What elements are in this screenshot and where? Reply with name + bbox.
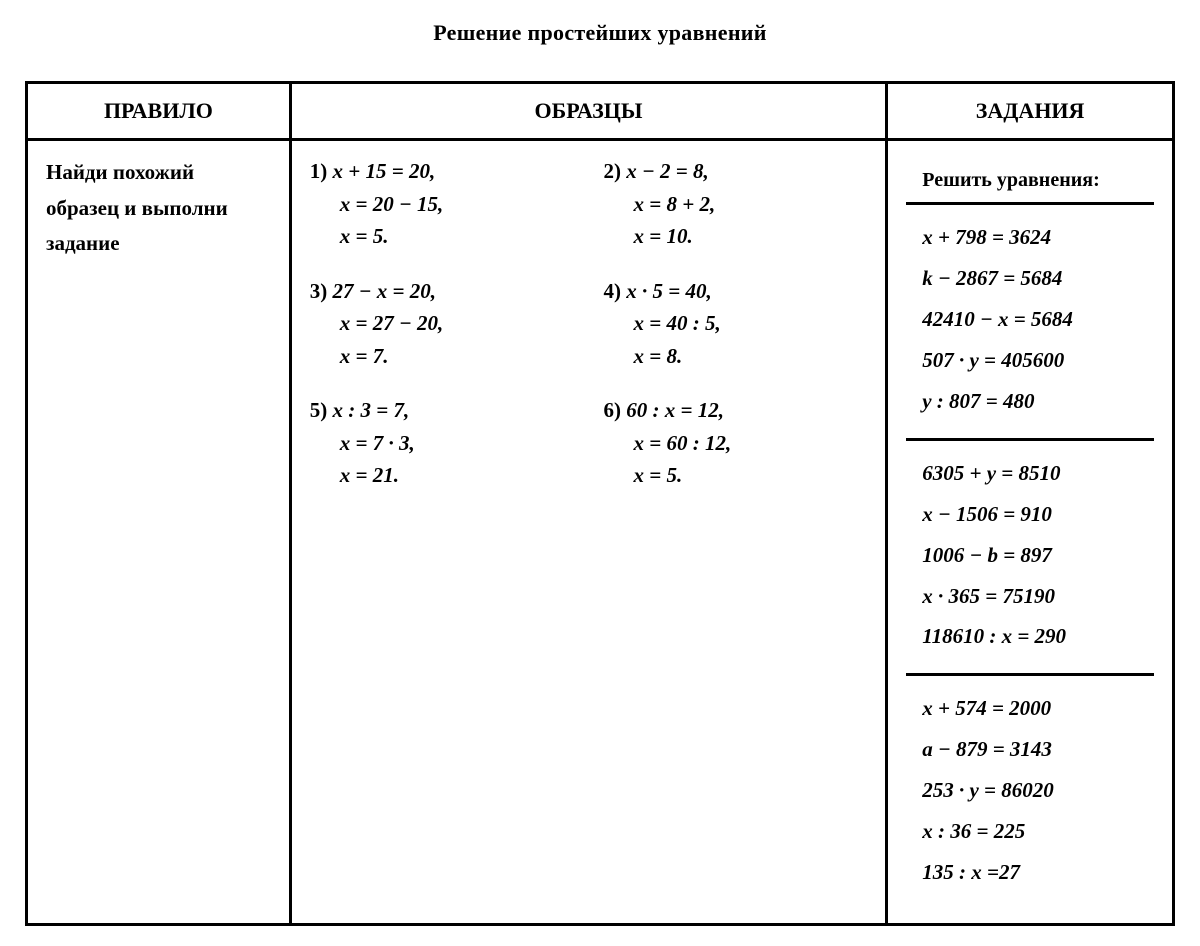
example-line: x + 15 = 20,: [333, 159, 436, 183]
example-line: x = 5.: [604, 459, 868, 492]
example-5: 5) x : 3 = 7, x = 7 · 3, x = 21.: [310, 394, 574, 492]
task-line: 135 : x =27: [922, 852, 1138, 893]
example-4: 4) x · 5 = 40, x = 40 : 5, x = 8.: [604, 275, 868, 373]
tasks-cell: Решить уравнения: x + 798 = 3624 k − 286…: [887, 140, 1174, 925]
task-line: 6305 + y = 8510: [922, 453, 1138, 494]
example-line: x = 7 · 3,: [310, 427, 574, 460]
tasks-header: Решить уравнения:: [906, 155, 1154, 202]
example-line: x = 60 : 12,: [604, 427, 868, 460]
example-num: 5): [310, 398, 328, 422]
rule-text: Найди похожий образец и выполни задание: [46, 155, 271, 262]
col-header-rule: ПРАВИЛО: [27, 83, 291, 140]
example-line: 60 : x = 12,: [626, 398, 724, 422]
example-2: 2) x − 2 = 8, x = 8 + 2, x = 10.: [604, 155, 868, 253]
example-num: 4): [604, 279, 622, 303]
task-line: x + 798 = 3624: [922, 217, 1138, 258]
task-line: x + 574 = 2000: [922, 688, 1138, 729]
example-line: x = 5.: [310, 220, 574, 253]
header-row: ПРАВИЛО ОБРАЗЦЫ ЗАДАНИЯ: [27, 83, 1174, 140]
equations-table: ПРАВИЛО ОБРАЗЦЫ ЗАДАНИЯ Найди похожий об…: [25, 81, 1175, 926]
task-line: x : 36 = 225: [922, 811, 1138, 852]
page-title: Решение простейших уравнений: [25, 20, 1175, 46]
examples-cell: 1) x + 15 = 20, x = 20 − 15, x = 5. 2) x…: [290, 140, 886, 925]
example-line: x = 8 + 2,: [604, 188, 868, 221]
example-line: x : 3 = 7,: [333, 398, 410, 422]
col-header-examples: ОБРАЗЦЫ: [290, 83, 886, 140]
example-line: x = 10.: [604, 220, 868, 253]
example-3: 3) 27 − x = 20, x = 27 − 20, x = 7.: [310, 275, 574, 373]
task-line: 118610 : x = 290: [922, 616, 1138, 657]
example-line: x = 21.: [310, 459, 574, 492]
task-line: 1006 − b = 897: [922, 535, 1138, 576]
task-line: x · 365 = 75190: [922, 576, 1138, 617]
rule-cell: Найди похожий образец и выполни задание: [27, 140, 291, 925]
task-line: a − 879 = 3143: [922, 729, 1138, 770]
example-1: 1) x + 15 = 20, x = 20 − 15, x = 5.: [310, 155, 574, 253]
example-6: 6) 60 : x = 12, x = 60 : 12, x = 5.: [604, 394, 868, 492]
body-row: Найди похожий образец и выполни задание …: [27, 140, 1174, 925]
examples-grid: 1) x + 15 = 20, x = 20 − 15, x = 5. 2) x…: [310, 155, 867, 492]
example-line: 27 − x = 20,: [333, 279, 436, 303]
example-num: 3): [310, 279, 328, 303]
example-line: x · 5 = 40,: [626, 279, 711, 303]
col-header-tasks: ЗАДАНИЯ: [887, 83, 1174, 140]
example-line: x − 2 = 8,: [626, 159, 708, 183]
example-line: x = 8.: [604, 340, 868, 373]
task-group-2: 6305 + y = 8510 x − 1506 = 910 1006 − b …: [906, 438, 1154, 674]
example-num: 1): [310, 159, 328, 183]
example-num: 6): [604, 398, 622, 422]
task-line: 42410 − x = 5684: [922, 299, 1138, 340]
example-line: x = 27 − 20,: [310, 307, 574, 340]
task-line: 253 · y = 86020: [922, 770, 1138, 811]
task-line: 507 · y = 405600: [922, 340, 1138, 381]
task-line: y : 807 = 480: [922, 381, 1138, 422]
task-group-1: x + 798 = 3624 k − 2867 = 5684 42410 − x…: [906, 202, 1154, 438]
example-line: x = 7.: [310, 340, 574, 373]
task-group-3: x + 574 = 2000 a − 879 = 3143 253 · y = …: [906, 673, 1154, 909]
task-line: x − 1506 = 910: [922, 494, 1138, 535]
example-num: 2): [604, 159, 622, 183]
example-line: x = 20 − 15,: [310, 188, 574, 221]
example-line: x = 40 : 5,: [604, 307, 868, 340]
task-line: k − 2867 = 5684: [922, 258, 1138, 299]
